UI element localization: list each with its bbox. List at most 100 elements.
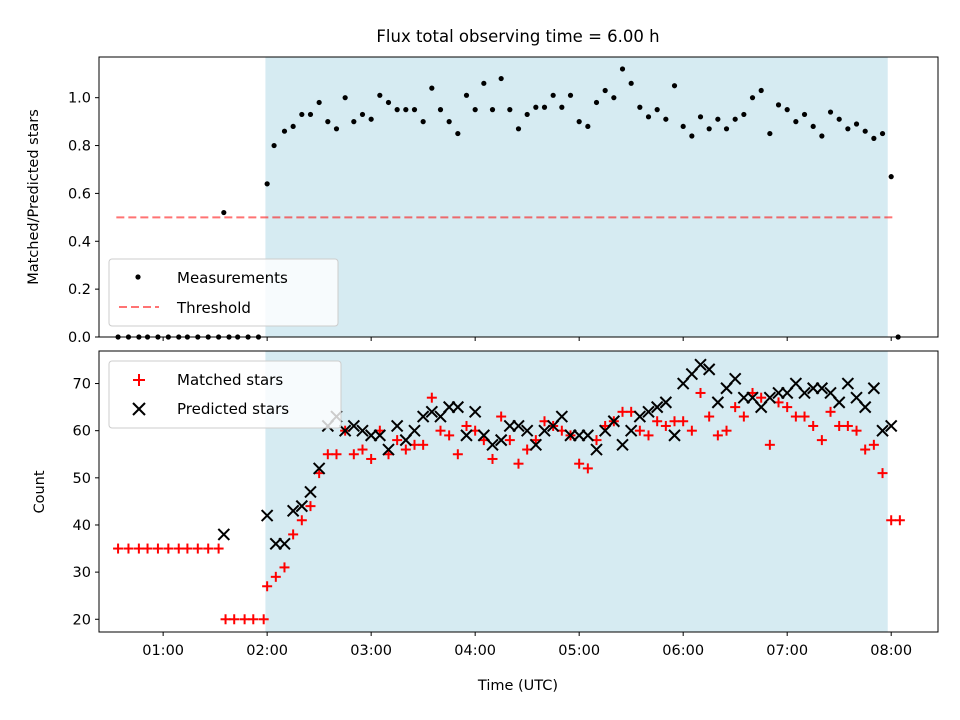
matched-star-point	[435, 425, 446, 436]
predicted-star-point	[295, 499, 309, 513]
measurement-point	[403, 107, 409, 113]
predicted-star-point	[763, 391, 777, 404]
matched-star-point	[886, 515, 897, 526]
measurement-point	[264, 181, 270, 187]
measurement-point	[853, 121, 860, 127]
predicted-star-point	[304, 485, 317, 499]
x-axis-label: Time (UTC)	[477, 678, 558, 694]
predicted-star-point	[858, 400, 872, 414]
matched-star-point	[660, 420, 671, 431]
predicted-star-point	[728, 372, 742, 386]
matched-star-point	[695, 387, 706, 398]
predicted-star-point	[616, 438, 629, 452]
x-tick-label: 07:00	[766, 643, 808, 659]
x-tick-label: 04:00	[454, 643, 496, 659]
matched-star-point	[868, 439, 879, 450]
matched-star-point	[305, 501, 316, 512]
matched-star-point	[721, 425, 732, 436]
predicted-star-point	[460, 429, 473, 442]
matched-star-point	[182, 543, 193, 554]
measurement-point	[706, 126, 712, 132]
matched-star-point	[331, 449, 342, 460]
measurement-point	[628, 80, 634, 86]
matched-star-point	[825, 406, 836, 417]
top-panel: 0.0 0.2 0.4 0.6 0.8 1.0 Matched/Predicted sta…	[26, 56, 939, 346]
measurement-point	[507, 107, 513, 113]
top-legend: Measurements Threshold	[108, 258, 339, 327]
predicted-star-point	[529, 438, 543, 452]
measurement-point	[541, 104, 548, 110]
predicted-star-point	[624, 424, 638, 437]
matched-star-point	[366, 453, 377, 464]
matched-star-point	[738, 411, 749, 422]
predicted-star-point	[659, 396, 673, 409]
matched-star-point	[851, 425, 862, 436]
predicted-star-point	[694, 358, 707, 371]
predicted-star-point	[468, 405, 482, 419]
measurement-point	[420, 119, 426, 125]
matched-star-point	[834, 420, 845, 431]
predicted-star-point	[356, 424, 369, 437]
matched-star-point	[288, 529, 299, 540]
bottom-shaded-region	[265, 351, 888, 632]
x-tick-label: 02:00	[246, 643, 288, 659]
measurement-point	[879, 130, 886, 137]
predicted-legend-marker	[132, 402, 146, 416]
matched-star-point	[877, 468, 888, 479]
measurement-point	[524, 111, 530, 118]
measurement-point	[446, 119, 452, 125]
matched-star-point	[229, 614, 240, 625]
predicted-star-point	[416, 410, 430, 423]
matched-star-point	[574, 458, 585, 469]
matched-star-point	[513, 458, 524, 469]
measurement-point	[559, 104, 565, 110]
top-y-tick-label: 0.8	[68, 139, 91, 155]
matched-star-point	[142, 543, 153, 554]
measurement-point	[697, 114, 704, 120]
bottom-y-tick-label: 20	[73, 612, 91, 628]
predicted-star-point	[338, 424, 352, 437]
matched-star-point	[652, 416, 663, 427]
matched-star-point	[239, 614, 250, 625]
measurement-point	[325, 119, 331, 125]
matched-star-point	[686, 425, 697, 436]
measurement-point	[801, 111, 808, 118]
top-y-tick-label: 0.4	[68, 234, 91, 250]
matched-star-point	[782, 402, 793, 413]
measurement-point	[281, 128, 288, 134]
predicted-star-point	[286, 504, 300, 518]
matched-star-point	[248, 614, 259, 625]
measurement-point	[784, 107, 790, 113]
predicted-star-point	[382, 443, 395, 456]
matched-star-point	[220, 614, 231, 625]
measurement-point	[680, 123, 686, 130]
matched-star-point	[712, 430, 723, 441]
measurement-point	[359, 111, 366, 118]
threshold-legend-label: Threshold	[176, 299, 251, 317]
matched-star-point	[444, 430, 455, 441]
matched-star-point	[258, 614, 269, 625]
x-tick-label: 08:00	[870, 643, 912, 659]
measurement-point	[489, 107, 496, 113]
top-shaded-region	[265, 57, 888, 337]
measurement-point	[862, 128, 868, 134]
measurement-point	[715, 116, 721, 122]
predicted-star-point	[494, 433, 508, 447]
matched-star-point	[262, 581, 273, 592]
measurement-point	[827, 109, 834, 115]
x-tick-label: 03:00	[350, 643, 392, 659]
measurement-point	[723, 126, 730, 132]
measurement-point	[585, 123, 591, 130]
top-x-ticks	[162, 337, 892, 341]
predicted-star-point	[425, 405, 439, 419]
top-y-tick-label: 1.0	[68, 91, 91, 107]
predicted-star-point	[590, 443, 603, 456]
matched-star-point	[799, 411, 810, 422]
matched-star-point	[634, 425, 645, 436]
measurement-point	[576, 119, 582, 125]
measurement-point	[654, 107, 660, 113]
matched-legend-label: Matched stars	[177, 371, 283, 389]
measurement-point	[221, 209, 227, 216]
top-y-ticks: 0.0 0.2 0.4 0.6 0.8 1.0	[68, 91, 99, 346]
measurements-legend-marker	[135, 274, 141, 280]
